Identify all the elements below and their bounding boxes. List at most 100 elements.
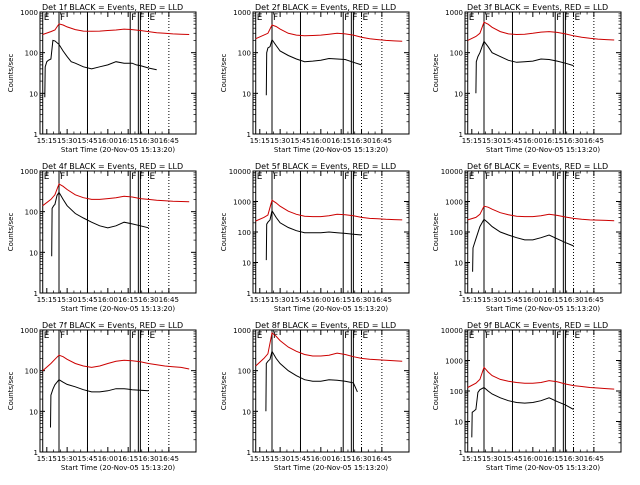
- x-tick-label: 15:45: [290, 137, 310, 145]
- series-events-line: [471, 386, 574, 438]
- marker-label-f: F: [352, 13, 357, 23]
- marker-label-e: E: [469, 331, 475, 341]
- marker-label-f: F: [344, 331, 349, 341]
- marker-label-e: E: [150, 13, 156, 23]
- panel-title: Det 2f BLACK = Events, RED = LLD: [255, 3, 396, 12]
- y-tick-label: 10000: [441, 327, 463, 335]
- marker-label-e: E: [44, 172, 50, 182]
- marker-label-f: F: [60, 331, 65, 341]
- x-tick-label: 16:00: [311, 296, 331, 304]
- x-tick-label: 15:45: [77, 455, 97, 463]
- x-tick-label: 15:15: [462, 137, 482, 145]
- marker-label-f: F: [564, 331, 569, 341]
- marker-label-f: F: [139, 13, 144, 23]
- y-tick-label: 1000: [233, 327, 251, 335]
- marker-label-f: F: [344, 13, 349, 23]
- x-tick-label: 16:45: [584, 455, 604, 463]
- marker-label-f: F: [556, 331, 561, 341]
- marker-label-f: F: [556, 13, 561, 23]
- y-tick-label: 10: [454, 260, 463, 268]
- marker-label-e: E: [257, 331, 263, 341]
- y-tick-label: 1: [459, 131, 463, 139]
- y-tick-label: 100: [450, 50, 463, 58]
- y-tick-label: 1000: [20, 327, 38, 335]
- x-tick-label: 16:30: [563, 455, 583, 463]
- x-tick-label: 16:45: [372, 296, 392, 304]
- y-axis-label: Counts/sec: [7, 54, 15, 93]
- series-events-line: [265, 38, 362, 96]
- x-tick-label: 16:30: [138, 296, 158, 304]
- x-tick-label: 16:30: [138, 455, 158, 463]
- marker-label-f: F: [273, 13, 278, 23]
- series-lld-line: [255, 199, 403, 222]
- series-lld-line: [255, 331, 403, 367]
- panel-det-6: Det 6f BLACK = Events, RED = LLD Counts/s…: [432, 162, 622, 313]
- x-tick-label: 15:45: [290, 296, 310, 304]
- marker-label-f: F: [60, 172, 65, 182]
- marker-label-e: E: [575, 172, 581, 182]
- series-lld-line: [467, 205, 615, 222]
- panel-det-7: Det 7f BLACK = Events, RED = LLD Counts/s…: [7, 321, 197, 472]
- panel-title: Det 8f BLACK = Events, RED = LLD: [255, 321, 396, 330]
- y-tick-label: 1: [34, 131, 38, 139]
- x-tick-label: 15:15: [250, 137, 270, 145]
- series-events-line: [265, 209, 362, 261]
- x-tick-label: 16:00: [523, 296, 543, 304]
- marker-label-e: E: [44, 331, 50, 341]
- panel-det-5: Det 5f BLACK = Events, RED = LLD Counts/s…: [220, 162, 410, 313]
- marker-label-f: F: [139, 172, 144, 182]
- y-tick-label: 10: [242, 90, 251, 98]
- x-tick-label: 16:45: [159, 137, 179, 145]
- x-tick-label: 16:45: [584, 296, 604, 304]
- y-tick-label: 1: [247, 131, 251, 139]
- plot-frame: [464, 11, 622, 135]
- y-tick-label: 100: [450, 388, 463, 396]
- x-tick-label: 16:15: [543, 455, 563, 463]
- x-tick-label: 16:45: [159, 455, 179, 463]
- x-tick-label: 15:30: [57, 455, 77, 463]
- marker-label-e: E: [575, 331, 581, 341]
- series-events-line: [50, 379, 149, 428]
- x-tick-label: 16:00: [98, 455, 118, 463]
- x-axis-label: Start Time (20-Nov-05 15:13:20): [61, 305, 175, 313]
- y-tick-label: 100: [25, 209, 38, 217]
- y-axis-label: Counts/sec: [432, 54, 440, 93]
- y-tick-label: 100: [25, 50, 38, 58]
- series-lld-line: [467, 21, 615, 41]
- x-axis-label: Start Time (20-Nov-05 15:13:20): [61, 464, 175, 472]
- y-tick-label: 100: [450, 229, 463, 237]
- x-axis-label: Start Time (20-Nov-05 15:13:20): [274, 305, 388, 313]
- y-tick-label: 1000: [20, 168, 38, 176]
- plot-frame: [252, 11, 410, 135]
- y-tick-label: 1000: [445, 9, 463, 17]
- x-tick-label: 15:15: [250, 455, 270, 463]
- marker-label-e: E: [257, 172, 263, 182]
- y-tick-label: 1: [459, 449, 463, 457]
- y-axis-label: Counts/sec: [220, 372, 228, 411]
- y-tick-label: 1000: [233, 9, 251, 17]
- x-tick-label: 15:30: [270, 137, 290, 145]
- x-tick-label: 16:00: [311, 137, 331, 145]
- y-tick-label: 10: [29, 408, 38, 416]
- x-axis-label: Start Time (20-Nov-05 15:13:20): [486, 146, 600, 154]
- marker-label-f: F: [352, 331, 357, 341]
- marker-label-e: E: [257, 13, 263, 23]
- y-tick-label: 10: [29, 90, 38, 98]
- marker-label-f: F: [485, 13, 490, 23]
- x-tick-label: 16:30: [563, 137, 583, 145]
- marker-label-f: F: [131, 331, 136, 341]
- x-tick-label: 15:45: [502, 137, 522, 145]
- y-tick-label: 100: [238, 50, 251, 58]
- y-tick-label: 1: [34, 290, 38, 298]
- y-tick-label: 1: [34, 449, 38, 457]
- marker-label-e: E: [469, 172, 475, 182]
- x-tick-label: 16:15: [118, 455, 138, 463]
- x-tick-label: 15:15: [462, 296, 482, 304]
- series-lld-line: [42, 23, 190, 35]
- panel-det-9: Det 9f BLACK = Events, RED = LLD Counts/s…: [432, 321, 622, 472]
- panel-title: Det 7f BLACK = Events, RED = LLD: [42, 321, 183, 330]
- plot-frame: [464, 170, 622, 294]
- x-tick-label: 15:45: [502, 296, 522, 304]
- x-tick-label: 16:15: [331, 455, 351, 463]
- y-axis-label: Counts/sec: [220, 213, 228, 252]
